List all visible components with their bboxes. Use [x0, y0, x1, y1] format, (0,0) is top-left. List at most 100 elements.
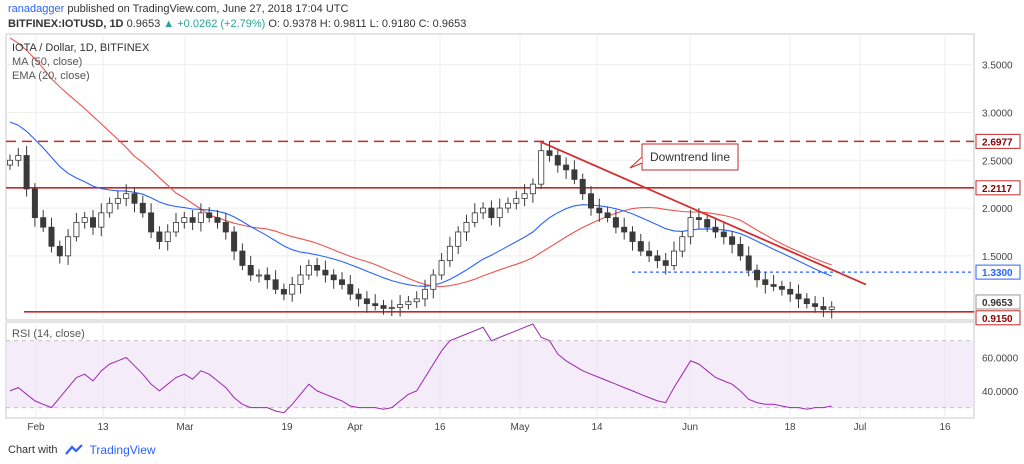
time-tick-label: Apr [347, 422, 363, 433]
candle-body [7, 159, 13, 166]
candle-body [828, 306, 835, 310]
candle-body [729, 236, 736, 245]
candle-body [820, 306, 827, 310]
time-tick-label: May [511, 422, 530, 433]
price-tick-label: 2.0000 [982, 204, 1013, 215]
candle-body [712, 226, 719, 233]
candle-body [172, 222, 179, 233]
price-label: 2.2117 [982, 184, 1012, 195]
candle-body [397, 304, 404, 308]
candle-body [164, 231, 171, 242]
candle-body [745, 255, 752, 271]
rsi-plot [6, 323, 974, 414]
tradingview-brand[interactable]: TradingView [89, 443, 156, 457]
price-label: 2.6977 [982, 137, 1013, 148]
ohlc-values: O: 0.9378 H: 0.9811 L: 0.9180 C: 0.9653 [268, 18, 467, 30]
candle-body [770, 284, 777, 287]
candles [7, 141, 835, 319]
candle-body [538, 150, 545, 185]
publish-info: ranadagger published on TradingView.com,… [8, 2, 348, 17]
price-tick-label: 3.0000 [982, 108, 1013, 119]
rsi-legend: RSI (14, close) [12, 328, 85, 340]
candle-body [148, 212, 155, 233]
time-tick-label: 19 [281, 422, 293, 433]
candle-body [803, 298, 810, 305]
chart-with-label: Chart with [8, 444, 58, 456]
candle-body [455, 231, 462, 247]
candle-body [31, 188, 38, 219]
price-label: 1.3300 [982, 268, 1013, 279]
annotation-pointer [629, 156, 643, 169]
candle-body [214, 217, 221, 223]
candle-body [513, 198, 520, 204]
candle-body [338, 279, 345, 285]
candle-body [181, 217, 188, 223]
price-label-box [975, 294, 1021, 310]
candle-body [488, 207, 495, 219]
candle-body [314, 265, 321, 271]
author-link[interactable]: ranadagger [8, 3, 65, 15]
candle-body [372, 303, 379, 306]
time-tick-label: 18 [784, 422, 796, 433]
candle-body [571, 169, 578, 180]
candle-body [588, 193, 595, 209]
moving-averages [9, 37, 832, 288]
ema-legend: EMA (20, close) [12, 70, 90, 82]
candle-body [106, 202, 113, 214]
time-axis: Feb 13 Mar 19 Apr 16 May 14 Jun 18 Jul 16 [27, 422, 951, 433]
price-tick-label: 3.5000 [982, 61, 1013, 72]
symbol-label: BITFINEX:IOTUSD, 1D [8, 18, 124, 30]
candle-body [695, 217, 702, 220]
candle-body [139, 202, 146, 214]
candle-body [621, 226, 628, 233]
price-label-box [975, 310, 1021, 326]
time-tick-label: Feb [27, 422, 45, 433]
rsi-tick-label: 40.0000 [982, 387, 1019, 398]
tradingview-logo-icon [64, 444, 83, 455]
candle-body [355, 293, 362, 300]
candle-body [612, 217, 619, 228]
candle-body [646, 250, 653, 257]
published-text: published on TradingView.com, June 27, 2… [67, 3, 349, 15]
time-tick-label: Mar [176, 422, 194, 433]
candle-body [289, 284, 296, 295]
time-tick-label: 16 [434, 422, 446, 433]
candle-body [23, 155, 30, 190]
rsi-tick-label: 60.0000 [982, 353, 1019, 364]
candle-body [704, 219, 711, 228]
candle-body [255, 274, 262, 277]
candle-body [521, 193, 528, 199]
candle-body [239, 250, 246, 266]
candle-body [189, 217, 196, 223]
ema-line [9, 121, 832, 287]
candle-body [81, 217, 88, 223]
candle-body [471, 212, 478, 223]
rsi-line [9, 323, 832, 414]
candle-body [48, 226, 55, 247]
time-tick-label: 13 [97, 422, 109, 433]
candle-body [272, 279, 279, 290]
candle-body [197, 212, 204, 223]
candle-body [322, 269, 329, 276]
candle-body [264, 274, 271, 281]
candle-body [754, 269, 761, 281]
time-tick-label: Jun [682, 422, 698, 433]
candle-body [73, 222, 80, 238]
candle-body [596, 207, 603, 214]
candle-body [762, 279, 769, 285]
candle-body [363, 298, 370, 305]
time-tick-label: 14 [591, 422, 603, 433]
candle-body [637, 241, 644, 252]
candle-body [421, 288, 428, 300]
candle-body [579, 178, 586, 195]
candle-body [438, 260, 445, 276]
candle-body [812, 303, 819, 307]
price-label-box [975, 180, 1021, 196]
price-label: 0.9653 [982, 298, 1013, 309]
price-tick-label: 2.5000 [982, 156, 1013, 167]
price-tick-label: 1.5000 [982, 252, 1013, 263]
annotation-text: Downtrend line [650, 150, 730, 164]
rsi-band-fill [6, 340, 974, 408]
price-pane-border [5, 33, 975, 321]
